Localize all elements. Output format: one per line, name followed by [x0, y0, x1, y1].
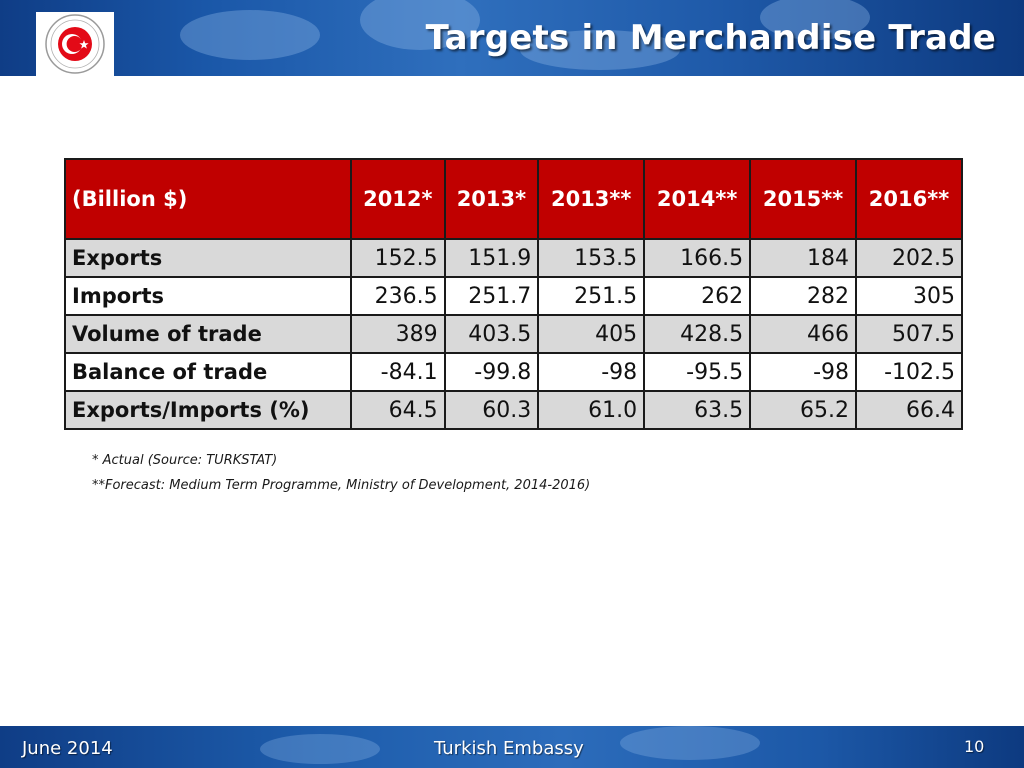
table-cell: -99.8	[443, 352, 540, 392]
row-label: Exports/Imports (%)	[64, 390, 352, 430]
table-header-unit: (Billion $)	[64, 158, 352, 240]
table-cell: -95.5	[643, 352, 752, 392]
page-title: Targets in Merchandise Trade	[425, 18, 996, 58]
footer-date: June 2014	[22, 738, 113, 759]
table-footnotes: * Actual (Source: TURKSTAT) **Forecast: …	[92, 448, 590, 498]
table-cell: 507.5	[855, 314, 963, 354]
table-header-year: 2016**	[855, 158, 963, 240]
table-cell: 63.5	[643, 390, 752, 430]
table-cell: -98	[537, 352, 646, 392]
map-decoration	[760, 0, 870, 40]
table-cell: 60.3	[443, 390, 540, 430]
map-decoration	[180, 10, 320, 60]
table-cell: 389	[350, 314, 446, 354]
row-label: Volume of trade	[64, 314, 352, 354]
map-decoration	[520, 30, 680, 70]
table-cell: 151.9	[443, 238, 540, 278]
table-cell: 466	[749, 314, 858, 354]
table-cell: 305	[855, 276, 963, 316]
table-cell: 66.4	[855, 390, 963, 430]
table-cell: 236.5	[350, 276, 446, 316]
page-number: 10	[964, 737, 985, 756]
map-decoration	[360, 0, 480, 50]
table-cell: 152.5	[350, 238, 446, 278]
row-label: Exports	[64, 238, 352, 278]
table-cell: 405	[537, 314, 646, 354]
footer-organization: Turkish Embassy	[434, 738, 584, 759]
table-cell: 61.0	[537, 390, 646, 430]
table-header-year: 2013*	[443, 158, 540, 240]
map-decoration	[260, 734, 380, 764]
ministry-logo	[36, 12, 114, 76]
table-header-year: 2013**	[537, 158, 646, 240]
table-cell: 184	[749, 238, 858, 278]
table-header-year: 2012*	[350, 158, 446, 240]
table-cell: 262	[643, 276, 752, 316]
table-cell: -102.5	[855, 352, 963, 392]
table-cell: -84.1	[350, 352, 446, 392]
table-cell: 251.5	[537, 276, 646, 316]
table-cell: 153.5	[537, 238, 646, 278]
ministry-seal-icon	[45, 14, 105, 74]
table-row-exports: Exports 152.5 151.9 153.5 166.5 184 202.…	[64, 238, 963, 278]
table-cell: 428.5	[643, 314, 752, 354]
slide-footer: June 2014 Turkish Embassy 10	[0, 726, 1024, 768]
table-row-exports-imports-ratio: Exports/Imports (%) 64.5 60.3 61.0 63.5 …	[64, 390, 963, 430]
footnote-actual: * Actual (Source: TURKSTAT)	[92, 453, 278, 468]
table-cell: -98	[749, 352, 858, 392]
table-cell: 403.5	[443, 314, 540, 354]
table-header-row: (Billion $) 2012* 2013* 2013** 2014** 20…	[64, 158, 963, 240]
table-cell: 251.7	[443, 276, 540, 316]
table-cell: 282	[749, 276, 858, 316]
trade-targets-table: (Billion $) 2012* 2013* 2013** 2014** 20…	[64, 158, 963, 430]
table-cell: 65.2	[749, 390, 858, 430]
table-cell: 64.5	[350, 390, 446, 430]
row-label: Balance of trade	[64, 352, 352, 392]
table-row-imports: Imports 236.5 251.7 251.5 262 282 305	[64, 276, 963, 316]
map-decoration	[620, 726, 760, 760]
table-header-year: 2015**	[749, 158, 858, 240]
footnote-forecast: **Forecast: Medium Term Programme, Minis…	[92, 478, 591, 493]
table-row-balance-of-trade: Balance of trade -84.1 -99.8 -98 -95.5 -…	[64, 352, 963, 392]
table-cell: 202.5	[855, 238, 963, 278]
table-header-year: 2014**	[643, 158, 752, 240]
slide-header: Targets in Merchandise Trade	[0, 0, 1024, 76]
table-cell: 166.5	[643, 238, 752, 278]
table-row-volume-of-trade: Volume of trade 389 403.5 405 428.5 466 …	[64, 314, 963, 354]
row-label: Imports	[64, 276, 352, 316]
